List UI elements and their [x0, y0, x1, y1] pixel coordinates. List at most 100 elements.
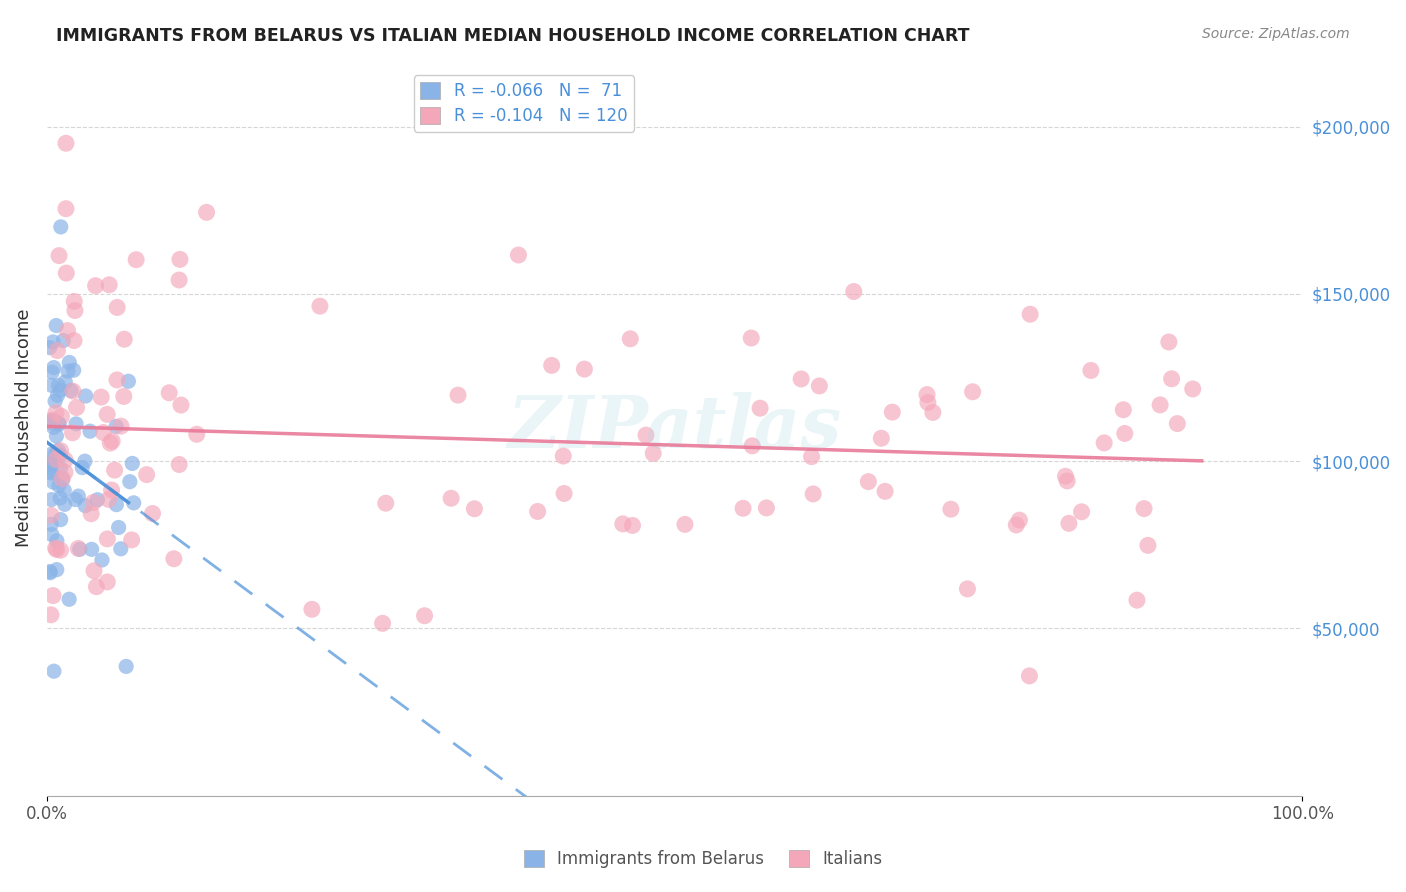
Point — [1157, 334, 1180, 349]
Point — [63, 303, 86, 318]
Y-axis label: Median Household Income: Median Household Income — [15, 309, 32, 547]
Point — [53, 453, 76, 467]
Point — [82, 495, 104, 509]
Point — [41, 416, 63, 430]
Point — [49, 448, 72, 462]
Point — [49, 443, 72, 458]
Point — [801, 487, 824, 501]
Point — [65, 492, 87, 507]
Point — [98, 277, 121, 292]
Point — [122, 496, 145, 510]
Point — [49, 461, 72, 475]
Point — [115, 659, 138, 673]
Point — [808, 379, 831, 393]
Point — [42, 360, 65, 375]
Point — [540, 359, 562, 373]
Point — [67, 541, 90, 556]
Point — [1092, 436, 1115, 450]
Point — [643, 446, 665, 460]
Point — [121, 533, 143, 547]
Point — [96, 574, 118, 589]
Point — [83, 564, 105, 578]
Point — [41, 458, 63, 472]
Legend: Immigrants from Belarus, Italians: Immigrants from Belarus, Italians — [517, 843, 889, 875]
Point — [86, 492, 108, 507]
Point — [46, 343, 69, 358]
Point — [1019, 307, 1042, 321]
Point — [48, 378, 70, 392]
Point — [309, 299, 332, 313]
Point — [842, 285, 865, 299]
Point — [574, 362, 596, 376]
Point — [105, 498, 128, 512]
Point — [45, 452, 67, 467]
Point — [755, 500, 778, 515]
Point — [38, 341, 60, 355]
Point — [163, 551, 186, 566]
Point — [1160, 372, 1182, 386]
Point — [75, 499, 97, 513]
Point — [45, 318, 67, 333]
Point — [42, 664, 65, 678]
Point — [733, 501, 755, 516]
Point — [42, 589, 65, 603]
Point — [301, 602, 323, 616]
Point — [63, 334, 86, 348]
Point — [117, 374, 139, 388]
Point — [55, 266, 77, 280]
Point — [79, 424, 101, 438]
Point — [62, 363, 84, 377]
Point — [98, 436, 121, 450]
Point — [1080, 363, 1102, 377]
Point — [59, 384, 82, 398]
Point — [101, 434, 124, 448]
Point — [612, 516, 634, 531]
Point — [1056, 474, 1078, 488]
Point — [51, 472, 73, 486]
Point — [105, 419, 128, 434]
Point — [1126, 593, 1149, 607]
Point — [44, 394, 66, 409]
Point — [51, 472, 73, 486]
Legend: R = -0.066   N =  71, R = -0.104   N = 120: R = -0.066 N = 71, R = -0.104 N = 120 — [413, 75, 634, 132]
Point — [141, 507, 163, 521]
Point — [463, 501, 485, 516]
Point — [39, 517, 62, 532]
Point — [45, 429, 67, 443]
Point — [107, 520, 129, 534]
Point — [440, 491, 463, 506]
Point — [84, 278, 107, 293]
Point — [39, 566, 62, 580]
Point — [49, 219, 72, 234]
Point — [170, 398, 193, 412]
Point — [91, 553, 114, 567]
Point — [41, 365, 63, 379]
Point — [39, 565, 62, 579]
Point — [38, 460, 60, 475]
Point — [673, 517, 696, 532]
Point — [1057, 516, 1080, 531]
Point — [1181, 382, 1204, 396]
Point — [1008, 513, 1031, 527]
Point — [858, 475, 880, 489]
Point — [73, 454, 96, 468]
Point — [634, 428, 657, 442]
Point — [96, 532, 118, 546]
Point — [882, 405, 904, 419]
Point — [447, 388, 470, 402]
Point — [873, 484, 896, 499]
Point — [58, 355, 80, 369]
Point — [45, 406, 67, 420]
Point — [1070, 505, 1092, 519]
Point — [939, 502, 962, 516]
Point — [62, 425, 84, 440]
Point — [96, 408, 118, 422]
Text: ZIPatlas: ZIPatlas — [508, 392, 842, 463]
Point — [962, 384, 984, 399]
Point — [80, 507, 103, 521]
Point — [49, 384, 72, 398]
Point — [97, 492, 120, 507]
Point — [1166, 417, 1188, 431]
Point — [65, 401, 87, 415]
Point — [621, 518, 644, 533]
